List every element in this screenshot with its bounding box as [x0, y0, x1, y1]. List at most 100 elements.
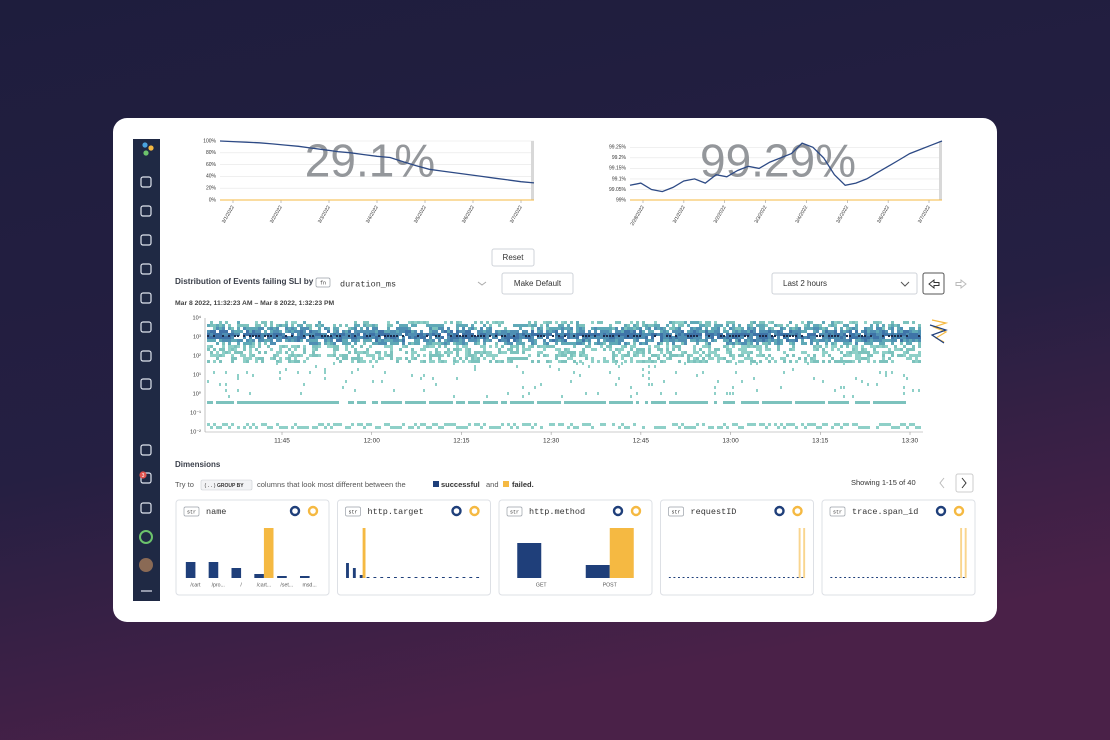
heatmap-cell: [708, 345, 711, 348]
failed-toggle[interactable]: [469, 505, 480, 517]
heatmap-cell: [327, 330, 330, 333]
successful-toggle[interactable]: [289, 505, 301, 517]
heatmap-cell: [891, 354, 894, 357]
y-tick-label: 10⁻¹: [190, 410, 201, 416]
heatmap-cell: [750, 423, 753, 426]
heatmap-cell: [840, 351, 843, 354]
dimension-card[interactable]: [821, 499, 976, 596]
sidebar-icon[interactable]: [140, 292, 152, 304]
heatmap-cell: [882, 336, 885, 339]
sidebar-icon[interactable]: [140, 263, 152, 275]
successful-toggle[interactable]: [451, 505, 462, 517]
heatmap-cell: [708, 426, 711, 429]
heatmap-cell: [393, 335, 395, 337]
heatmap-cell: [702, 357, 705, 360]
failed-toggle[interactable]: [630, 505, 642, 517]
heatmap-cell: [240, 401, 243, 404]
heatmap-cell: [369, 330, 372, 333]
page-prev[interactable]: [939, 477, 945, 489]
sidebar-icon[interactable]: [140, 321, 152, 333]
heatmap-cell: [291, 335, 293, 337]
sidebar-icon[interactable]: [140, 444, 152, 456]
heatmap-cell: [501, 333, 504, 336]
heatmap-cell: [765, 335, 767, 337]
failed-toggle[interactable]: [953, 505, 965, 517]
reset-button[interactable]: [491, 248, 535, 267]
heatmap-cell: [726, 324, 729, 327]
heatmap-cell: [582, 335, 584, 337]
heatmap-cell: [768, 342, 771, 345]
sli-line: [219, 140, 535, 184]
successful-bar: [871, 577, 874, 578]
successful-toggle[interactable]: [774, 505, 785, 517]
heatmap-cell: [303, 345, 306, 348]
heatmap-cell: [813, 327, 816, 330]
heatmap-cell: [423, 354, 426, 357]
heatmap-cell: [837, 360, 840, 363]
heatmap-cell: [612, 327, 615, 330]
failed-toggle[interactable]: [307, 505, 319, 517]
heatmap-cell: [231, 401, 234, 404]
heatmap-cell: [645, 339, 648, 342]
heatmap-cell: [477, 351, 480, 354]
heatmap-cell: [270, 327, 273, 330]
sidebar-icon[interactable]: [140, 350, 152, 362]
sidebar-icon[interactable]: [140, 176, 152, 188]
dimension-card[interactable]: [337, 499, 491, 596]
heatmap-cell: [768, 336, 771, 339]
page-next-box[interactable]: [955, 473, 974, 493]
sidebar-icon[interactable]: [140, 234, 152, 246]
heatmap-cell: [813, 324, 816, 327]
sidebar-icon[interactable]: [140, 472, 152, 484]
heatmap-cell: [222, 348, 225, 351]
dimension-card[interactable]: [660, 499, 814, 596]
heatmap-cell: [627, 335, 629, 337]
heatmap-cell: [738, 324, 741, 327]
heatmap-cell: [279, 360, 282, 363]
heatmap-cell: [816, 324, 819, 327]
sidebar-icon[interactable]: [140, 205, 152, 217]
heatmap-cell: [375, 333, 378, 336]
heatmap-cell: [897, 330, 900, 333]
heatmap-cell: [891, 321, 894, 324]
successful-toggle[interactable]: [612, 505, 624, 517]
heatmap-cell: [570, 357, 573, 360]
heatmap-cell: [243, 336, 246, 339]
heatmap-cell: [516, 357, 519, 360]
heatmap-cell: [528, 339, 531, 342]
heatmap-cell: [741, 342, 744, 345]
logo-dot: [142, 142, 148, 148]
heatmap-cell: [243, 426, 246, 429]
heatmap-cell: [648, 360, 651, 363]
heatmap-cell: [384, 336, 387, 339]
heatmap-cell: [279, 357, 282, 360]
successful-bar: [677, 577, 680, 578]
failed-toggle[interactable]: [792, 505, 803, 517]
field-name[interactable]: duration_ms: [340, 279, 396, 289]
successful-toggle[interactable]: [935, 505, 947, 517]
heatmap-cell: [618, 426, 621, 429]
range-select[interactable]: [771, 272, 918, 295]
time-forward-arrow[interactable]: [955, 278, 967, 290]
sidebar-icon[interactable]: [140, 378, 152, 390]
heatmap-cell: [237, 389, 239, 392]
heatmap-cell: [624, 354, 627, 357]
heatmap-cell: [918, 324, 921, 327]
x-tick-label: 12:00: [364, 438, 381, 445]
successful-bar: [696, 577, 699, 578]
heatmap-cell: [345, 330, 348, 333]
heatmap-cell: [723, 330, 726, 333]
heatmap-cell: [222, 339, 225, 342]
heatmap-cell: [492, 357, 495, 360]
time-back[interactable]: [922, 272, 945, 295]
make-default-button[interactable]: [501, 272, 574, 295]
heatmap-cell: [432, 423, 435, 426]
heatmap-cell: [429, 426, 432, 429]
heatmap-cell: [444, 345, 447, 348]
heatmap-cell: [759, 336, 762, 339]
sidebar-icon[interactable]: [140, 502, 152, 514]
heatmap-cell: [771, 401, 774, 404]
heatmap-cell: [642, 324, 645, 327]
avatar[interactable]: [139, 558, 153, 572]
heatmap-cell: [858, 426, 861, 429]
